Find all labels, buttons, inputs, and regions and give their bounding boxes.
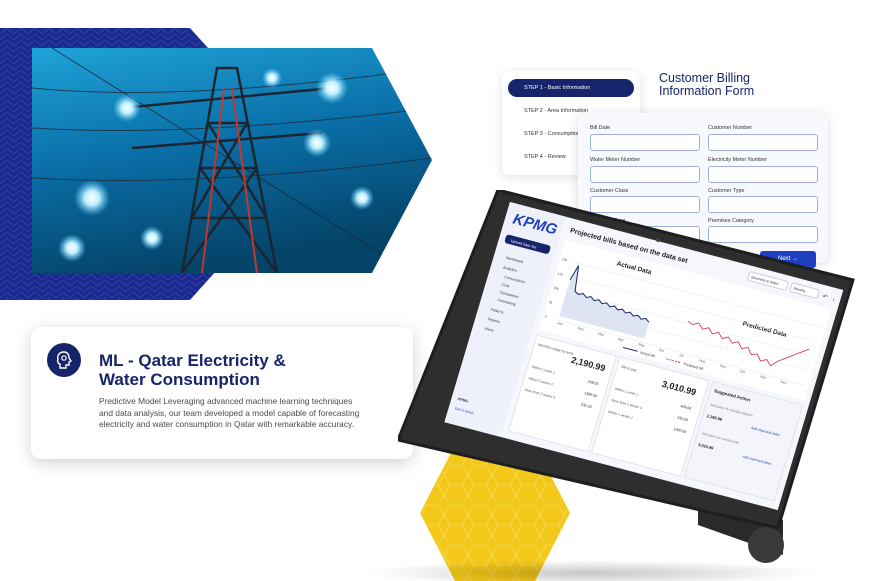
- predicted-line: [687, 320, 810, 367]
- x-tick-label: Mar: [597, 332, 605, 338]
- suggested-action-panel: [683, 380, 804, 502]
- card-body-line: and data analysis, our team developed a …: [99, 407, 360, 418]
- panel1-row: More than 2 weeks 3: [524, 388, 556, 400]
- panel2-row-value: 1400.00: [673, 427, 687, 434]
- period-dropdown-label: Monthly: [793, 286, 806, 293]
- floor-shadow: [360, 560, 820, 581]
- card-description: Predictive Model Leveraging advanced mac…: [99, 396, 399, 431]
- panel3-value: 3,010.99: [698, 442, 715, 451]
- panel1-row-value: 209.00: [587, 380, 599, 387]
- nav-item[interactable]: Reports: [487, 317, 500, 324]
- form-title: Customer Billing Information Form: [659, 72, 799, 98]
- panel2-row: Within 2 weeks 2: [607, 410, 633, 420]
- y-tick-label: 12k: [557, 271, 564, 276]
- x-tick-label: Oct: [739, 369, 745, 374]
- x-tick-label: Jun: [658, 348, 665, 353]
- upload-button[interactable]: [504, 234, 551, 254]
- yellow-hexagon-decoration: [420, 445, 570, 581]
- filter-dropdown-label: Electricity & Water: [751, 275, 780, 286]
- upload-button-label: Upload Data Set: [510, 239, 537, 250]
- premises-category-label: Premises Category: [708, 218, 754, 224]
- download-icon[interactable]: ↓: [831, 297, 836, 304]
- electricity-meter-label: Electricity Meter Number: [708, 157, 768, 163]
- panel1-row: Within 2 weeks 2: [528, 376, 554, 386]
- card-title: ML - Qatar Electricity & Water Consumpti…: [99, 351, 399, 389]
- panel2-row: Within 1 week 1: [614, 387, 638, 397]
- customer-number-label: Customer Number: [708, 125, 753, 131]
- y-tick-label: 5k: [548, 300, 553, 305]
- brain-gear-icon: [47, 343, 81, 377]
- share-icon[interactable]: ↶: [822, 293, 829, 301]
- form-title-line: Information Form: [659, 84, 755, 98]
- y-tick-label: 15k: [561, 257, 568, 262]
- card-title-line: Water Consumption: [99, 370, 260, 389]
- x-tick-label: Nov: [760, 375, 767, 380]
- nav-item[interactable]: Analytics: [502, 265, 517, 273]
- panel1-row: Within 1 week 1: [531, 365, 555, 375]
- x-tick-label: Jan: [557, 321, 564, 326]
- tablet-dashboard: KPMG Upload Data Set Dashboard Analytics…: [398, 190, 855, 563]
- water-meter-field[interactable]: [590, 166, 700, 183]
- panel1-row-value: 232.00: [580, 403, 592, 410]
- customer-class-field[interactable]: [590, 196, 700, 213]
- usage-panel: [507, 334, 617, 453]
- x-tick-label: Jul: [679, 353, 685, 358]
- step-basic-information[interactable]: STEP 1 - Basic Information: [508, 79, 634, 97]
- x-tick-label: Dec: [780, 380, 787, 385]
- period-dropdown[interactable]: [789, 282, 820, 299]
- x-tick-label: Feb: [577, 326, 584, 331]
- panel3-link[interactable]: Add expected dates: [742, 455, 772, 467]
- bill-panel: [591, 356, 710, 477]
- actual-line: [569, 265, 650, 323]
- electricity-meter-field[interactable]: [708, 166, 818, 183]
- filter-dropdown[interactable]: [747, 271, 789, 291]
- panel2-row-value: 409.00: [680, 404, 692, 411]
- camera-icon: [656, 238, 660, 242]
- card-body-line: Predictive Model Leveraging advanced mac…: [99, 396, 353, 406]
- nav-item[interactable]: Dashboard: [505, 256, 523, 264]
- pylon-photo: [32, 48, 432, 273]
- water-meter-label: Water Meter Number: [590, 157, 641, 163]
- legend-predicted: Predicted bill: [683, 362, 704, 371]
- x-tick-label: Aug: [699, 358, 706, 363]
- card-body-line: electricity and water consumption in Qat…: [99, 419, 354, 429]
- form-title-line: Customer Billing: [659, 71, 751, 85]
- panel2-row: More than 2 weeks 3: [611, 398, 643, 410]
- customer-number-field[interactable]: [708, 134, 818, 151]
- customer-class-label: Customer Class: [590, 188, 629, 194]
- bill-date-field[interactable]: [590, 134, 700, 151]
- customer-type-field[interactable]: [708, 196, 818, 213]
- x-tick-label: May: [638, 342, 646, 348]
- billing-form: Bill Date Customer Number Water Meter Nu…: [578, 113, 828, 268]
- panel2-row-value: 232.00: [677, 416, 689, 423]
- y-tick-label: 10k: [553, 286, 560, 291]
- actual-area: [559, 265, 650, 339]
- side-footer-link[interactable]: Get in touch: [454, 406, 474, 415]
- panel1-row-value: 1380.00: [584, 391, 598, 398]
- nav-item[interactable]: Alerts: [484, 327, 494, 333]
- customer-type-label: Customer Type: [708, 188, 745, 194]
- x-tick-label: Sep: [719, 364, 726, 369]
- panel3-link[interactable]: Add expected dates: [751, 426, 781, 438]
- nav-item[interactable]: Cost: [502, 283, 510, 289]
- nav-item[interactable]: Consumption: [504, 275, 526, 284]
- nav-item[interactable]: Patterns: [490, 307, 504, 314]
- side-footer-title: KPMG: [457, 397, 469, 404]
- premises-category-field[interactable]: [708, 226, 818, 243]
- nav-item[interactable]: Forecasting: [497, 298, 516, 307]
- project-card: ML - Qatar Electricity & Water Consumpti…: [31, 327, 413, 459]
- x-tick-label: Apr: [618, 337, 625, 342]
- panel3-value: 2,190.99: [706, 413, 723, 422]
- nav-item[interactable]: Comparison: [499, 290, 519, 299]
- card-title-line: ML - Qatar Electricity &: [99, 351, 286, 370]
- panel2-title: Bill to pay: [621, 365, 637, 373]
- y-tick-label: 0: [544, 315, 547, 319]
- bill-date-label: Bill Date: [590, 125, 611, 131]
- legend-actual: Actual bill: [640, 351, 656, 359]
